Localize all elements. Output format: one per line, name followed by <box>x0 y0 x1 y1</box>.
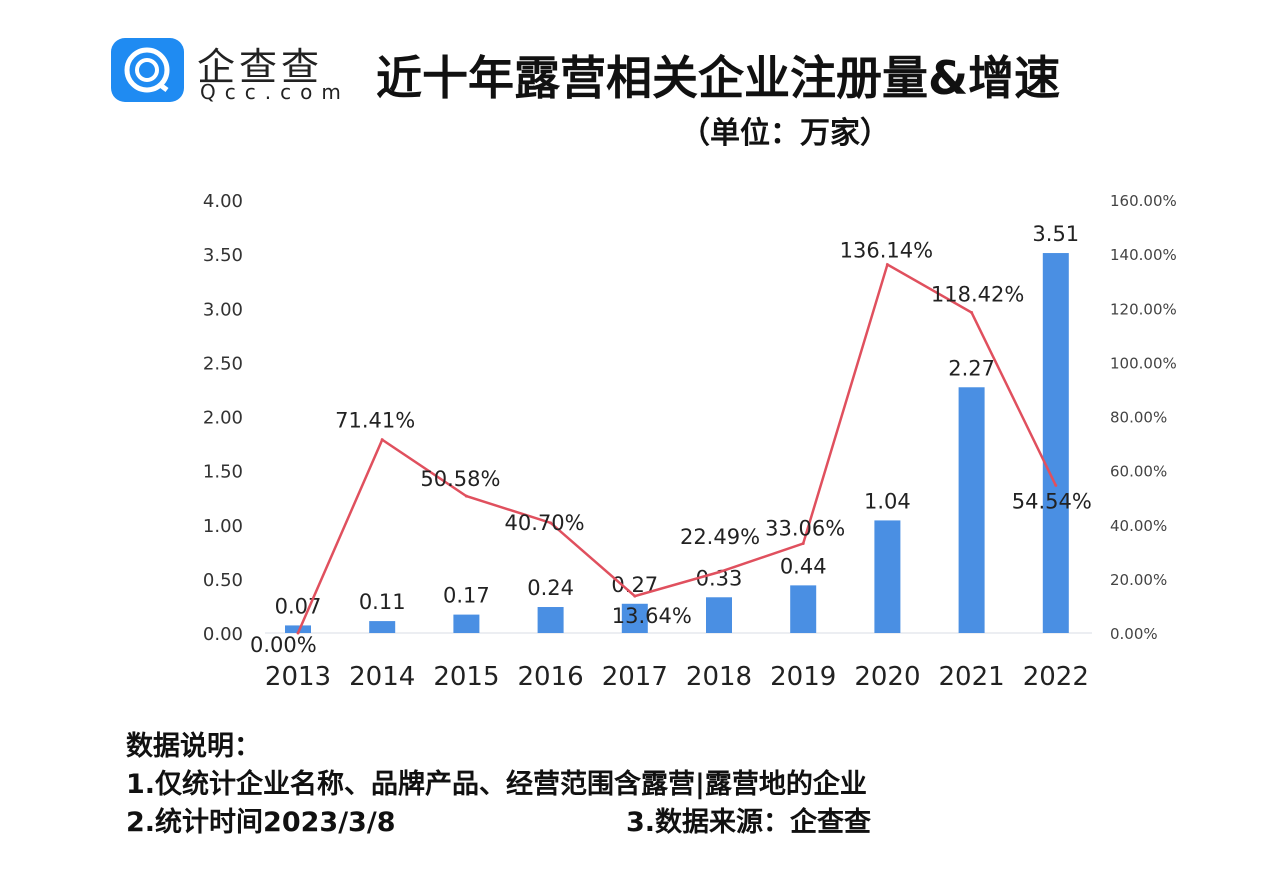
growth-label: 0.00% <box>250 633 317 657</box>
y2-tick-label: 40.00% <box>1110 517 1167 535</box>
bar-value-label: 0.17 <box>443 584 490 608</box>
notes-source: 3.数据来源：企查查 <box>626 807 872 838</box>
bar <box>874 520 901 633</box>
growth-label: 136.14% <box>840 239 933 263</box>
bar-value-label: 0.24 <box>527 576 574 600</box>
y2-tick-label: 100.00% <box>1110 354 1177 372</box>
growth-label: 40.70% <box>505 511 585 535</box>
y2-tick-label: 0.00% <box>1110 625 1158 643</box>
notes-heading: 数据说明： <box>126 731 261 762</box>
x-tick-label: 2019 <box>770 662 836 692</box>
bar <box>958 387 985 633</box>
y-tick-label: 0.50 <box>203 570 243 591</box>
growth-point <box>549 521 553 525</box>
bar <box>621 603 648 633</box>
growth-point <box>717 570 721 574</box>
chart-title: 近十年露营相关企业注册量&增速 <box>376 51 1061 105</box>
notes-line1: 1.仅统计企业名称、品牌产品、经营范围含露营|露营地的企业 <box>126 769 867 800</box>
x-tick-label: 2013 <box>265 662 331 692</box>
growth-label: 33.06% <box>765 517 845 541</box>
bar-value-label: 2.27 <box>948 356 995 380</box>
bar-value-label: 0.33 <box>696 566 743 590</box>
bar <box>537 607 564 633</box>
brand-name: 企查查 <box>197 45 324 89</box>
notes: 数据说明： 1.仅统计企业名称、品牌产品、经营范围含露营|露营地的企业 2.统计… <box>126 728 871 842</box>
growth-point <box>380 438 384 442</box>
x-tick-label: 2018 <box>686 662 752 692</box>
x-tick-label: 2021 <box>939 662 1005 692</box>
growth-point <box>633 594 637 598</box>
growth-label: 13.64% <box>612 604 692 628</box>
bar-value-label: 0.27 <box>611 573 658 597</box>
y2-tick-label: 20.00% <box>1110 571 1167 589</box>
y2-tick-label: 80.00% <box>1110 409 1167 427</box>
chart-unit: （单位：万家） <box>680 116 890 151</box>
growth-label: 22.49% <box>680 525 760 549</box>
x-tick-label: 2015 <box>433 662 499 692</box>
growth-point <box>801 542 805 546</box>
y2-tick-label: 120.00% <box>1110 300 1177 318</box>
growth-point <box>885 263 889 267</box>
bar <box>453 614 480 633</box>
y-tick-label: 3.00 <box>203 299 243 320</box>
x-tick-label: 2014 <box>349 662 415 692</box>
notes-line2: 2.统计时间2023/3/8 <box>126 807 396 838</box>
growth-label: 50.58% <box>420 467 500 491</box>
x-tick-label: 2016 <box>518 662 584 692</box>
growth-label: 54.54% <box>1012 489 1092 513</box>
growth-point <box>464 494 468 498</box>
x-tick-label: 2017 <box>602 662 668 692</box>
bar <box>790 585 817 633</box>
growth-label: 71.41% <box>335 409 415 433</box>
growth-point <box>1054 483 1058 487</box>
growth-label: 118.42% <box>931 283 1024 307</box>
x-tick-label: 2022 <box>1023 662 1089 692</box>
y-tick-label: 1.00 <box>203 516 243 537</box>
y-tick-label: 3.50 <box>203 245 243 266</box>
y2-tick-label: 160.00% <box>1110 192 1177 210</box>
growth-point <box>970 311 974 315</box>
y-tick-label: 4.00 <box>203 191 243 212</box>
y2-tick-label: 60.00% <box>1110 463 1167 481</box>
y-tick-label: 2.00 <box>203 408 243 429</box>
y2-tick-label: 140.00% <box>1110 246 1177 264</box>
growth-line <box>296 262 1057 634</box>
bar-value-label: 3.51 <box>1032 222 1079 246</box>
bar-value-label: 1.04 <box>864 489 911 513</box>
y-tick-label: 2.50 <box>203 353 243 374</box>
bar <box>369 621 396 633</box>
bar-value-label: 0.11 <box>359 590 406 614</box>
brand-domain: Qcc.com <box>200 80 350 104</box>
bar <box>1042 253 1069 634</box>
y-tick-label: 0.00 <box>203 624 243 645</box>
qcc-logo-icon <box>111 38 184 102</box>
growth-point <box>296 631 300 635</box>
y-tick-label: 1.50 <box>203 462 243 483</box>
bar-value-label: 0.44 <box>780 554 827 578</box>
bar <box>706 597 732 633</box>
bar <box>285 625 311 633</box>
x-tick-label: 2020 <box>854 662 920 692</box>
